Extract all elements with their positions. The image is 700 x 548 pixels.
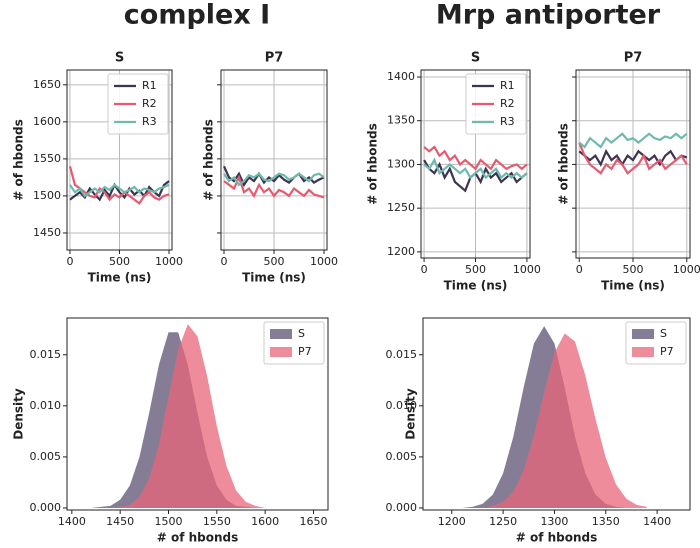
legend-swatch [270,347,292,357]
x-tick-label: 500 [264,255,285,268]
panel-title: S [471,51,480,66]
y-axis-label: Density [12,388,26,440]
x-tick-label: 1350 [592,515,620,528]
y-axis-label: # of hbonds [366,123,380,205]
axes-frame [575,69,691,259]
x-tick-label: 1600 [251,515,279,528]
y-tick-label: 1400 [387,70,415,83]
legend-label: S [660,327,667,340]
x-tick-label: 0 [221,255,228,268]
legend-label: P7 [298,345,312,358]
y-axis-label: Density [404,388,418,440]
legend-label: R2 [500,97,515,110]
y-tick-label: 0.010 [386,399,418,412]
plot-area [578,132,688,175]
line [578,148,688,167]
line [423,157,528,180]
legend-label: R2 [142,97,157,110]
x-tick-label: 1000 [155,255,183,268]
legend-swatch [270,329,292,339]
panel-title: P7 [265,51,284,66]
x-axis-label: Time (ns) [444,279,508,293]
line [423,145,528,171]
y-axis-label: # of hbonds [12,119,26,201]
x-tick-label: 1400 [58,515,86,528]
plot-area [222,165,325,199]
legend-label: P7 [660,345,674,358]
x-tick-label: 1000 [673,263,700,276]
legend-box [465,73,527,135]
x-axis-label: # of hbonds [157,531,239,545]
x-tick-label: 1400 [643,515,671,528]
y-tick-label: 0.005 [386,450,418,463]
legend-swatch [632,329,654,339]
legend-label: R3 [142,115,157,128]
x-axis-label: # of hbonds [516,531,598,545]
legend-box [107,73,169,135]
x-tick-label: 0 [66,255,73,268]
x-axis-label: Time (ns) [242,271,306,285]
area [91,324,285,508]
y-tick-label: 1650 [33,78,61,91]
axes-frame [420,69,531,259]
panel-title: S [115,51,124,66]
axes-frame [66,69,173,251]
axes-frame [422,317,691,511]
legend-box [263,321,325,365]
axes-frame [66,317,329,511]
y-tick-label: 1550 [33,152,61,165]
y-tick-label: 0.015 [30,348,62,361]
column-title: Mrp antiporter [436,0,661,31]
line [578,132,688,149]
plot-area [91,324,285,508]
plot-area [68,166,170,205]
legend-label: R1 [142,79,157,92]
x-tick-label: 1000 [513,263,541,276]
x-tick-label: 0 [576,263,583,276]
y-tick-label: 0.015 [386,348,418,361]
column-title: complex I [124,0,270,31]
y-tick-label: 0.005 [30,450,62,463]
x-tick-label: 500 [623,263,644,276]
x-tick-label: 1500 [155,515,183,528]
x-axis-label: Time (ns) [601,279,665,293]
x-tick-label: 0 [421,263,428,276]
x-tick-label: 500 [465,263,486,276]
y-tick-label: 0.010 [30,399,62,412]
y-tick-label: 0.000 [30,501,62,514]
legend-label: R3 [500,115,515,128]
x-tick-label: 1550 [203,515,231,528]
y-tick-label: 1250 [387,201,415,214]
y-tick-label: 0.000 [386,501,418,514]
y-tick-label: 1300 [387,157,415,170]
x-axis-label: Time (ns) [88,271,152,285]
x-tick-label: 1200 [438,515,466,528]
legend-label: S [298,327,305,340]
y-axis-label: # of hbonds [557,123,571,205]
y-tick-label: 1500 [33,189,61,202]
y-axis-label: # of hbonds [202,119,216,201]
area [451,333,647,508]
x-tick-label: 1000 [310,255,338,268]
x-tick-label: 1250 [489,515,517,528]
legend-swatch [632,347,654,357]
x-tick-label: 500 [109,255,130,268]
x-tick-label: 1300 [540,515,568,528]
plot-area [423,145,528,193]
y-tick-label: 1200 [387,245,415,258]
y-tick-label: 1350 [387,114,415,127]
legend-box [625,321,687,365]
plot-area [451,326,647,508]
axes-frame [220,69,328,251]
panel-title: P7 [624,51,643,66]
y-tick-label: 1450 [33,226,61,239]
line [578,142,688,175]
x-tick-label: 1450 [106,515,134,528]
x-tick-label: 1650 [300,515,328,528]
legend-label: R1 [500,79,515,92]
line [69,183,170,198]
y-tick-label: 1600 [33,115,61,128]
line [223,172,325,187]
